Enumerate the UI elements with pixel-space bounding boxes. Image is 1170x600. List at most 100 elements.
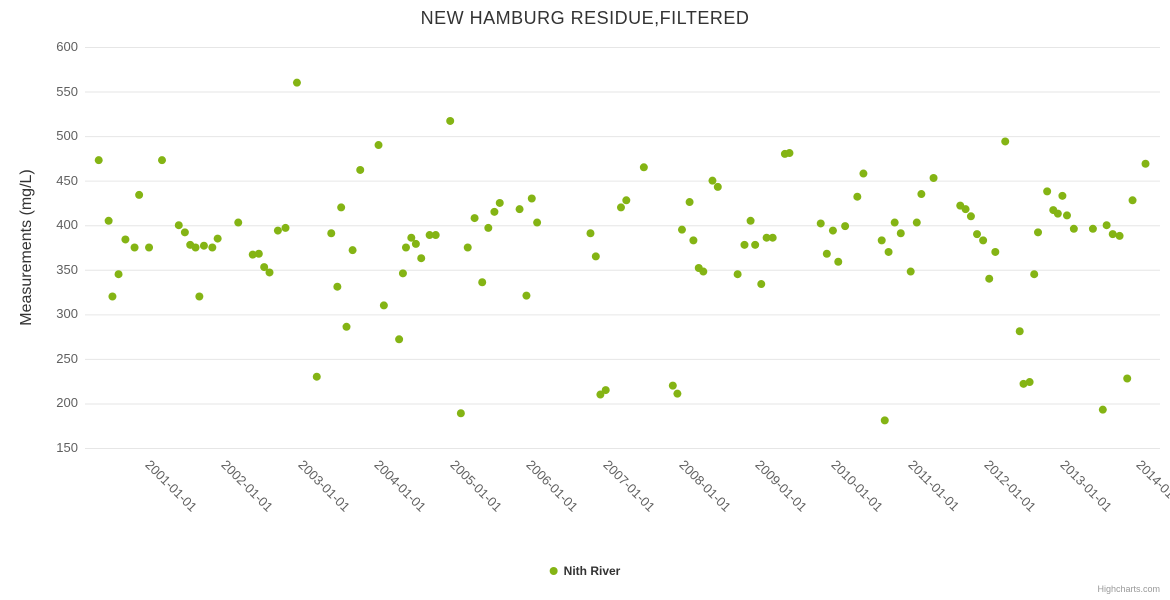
data-point[interactable] bbox=[522, 291, 531, 300]
data-point[interactable] bbox=[407, 233, 416, 242]
data-point[interactable] bbox=[281, 223, 290, 232]
data-point[interactable] bbox=[880, 416, 889, 425]
data-point[interactable] bbox=[762, 233, 771, 242]
data-point[interactable] bbox=[265, 268, 274, 277]
data-point[interactable] bbox=[596, 390, 605, 399]
data-point[interactable] bbox=[757, 280, 766, 289]
data-point[interactable] bbox=[746, 216, 755, 225]
data-point[interactable] bbox=[877, 236, 886, 245]
data-point[interactable] bbox=[985, 274, 994, 283]
data-point[interactable] bbox=[685, 198, 694, 207]
data-point[interactable] bbox=[1141, 159, 1150, 168]
data-point[interactable] bbox=[292, 78, 301, 87]
data-point[interactable] bbox=[114, 270, 123, 279]
data-point[interactable] bbox=[1001, 137, 1010, 146]
data-point[interactable] bbox=[979, 236, 988, 245]
data-point[interactable] bbox=[158, 156, 167, 165]
data-point[interactable] bbox=[1098, 405, 1107, 414]
data-point[interactable] bbox=[622, 196, 631, 205]
data-point[interactable] bbox=[816, 219, 825, 228]
data-point[interactable] bbox=[713, 182, 722, 191]
data-point[interactable] bbox=[834, 257, 843, 266]
data-point[interactable] bbox=[254, 249, 263, 258]
data-point[interactable] bbox=[601, 386, 610, 395]
data-point[interactable] bbox=[121, 235, 130, 244]
data-point[interactable] bbox=[929, 173, 938, 182]
data-point[interactable] bbox=[130, 243, 139, 252]
data-point[interactable] bbox=[616, 203, 625, 212]
data-point[interactable] bbox=[463, 243, 472, 252]
data-point[interactable] bbox=[1108, 230, 1117, 239]
data-point[interactable] bbox=[395, 335, 404, 344]
data-point[interactable] bbox=[906, 267, 915, 276]
data-point[interactable] bbox=[1034, 228, 1043, 237]
data-point[interactable] bbox=[425, 231, 434, 240]
data-point[interactable] bbox=[456, 409, 465, 418]
data-point[interactable] bbox=[234, 218, 243, 227]
data-point[interactable] bbox=[1123, 374, 1132, 383]
data-point[interactable] bbox=[484, 223, 493, 232]
data-point[interactable] bbox=[312, 372, 321, 381]
data-point[interactable] bbox=[751, 240, 760, 249]
data-point[interactable] bbox=[180, 228, 189, 237]
data-point[interactable] bbox=[208, 243, 217, 252]
data-point[interactable] bbox=[273, 226, 282, 235]
data-point[interactable] bbox=[1102, 221, 1111, 230]
legend-item-nith-river[interactable]: Nith River bbox=[549, 564, 620, 578]
data-point[interactable] bbox=[1015, 327, 1024, 336]
data-point[interactable] bbox=[961, 205, 970, 214]
data-point[interactable] bbox=[740, 240, 749, 249]
data-point[interactable] bbox=[446, 116, 455, 125]
data-point[interactable] bbox=[822, 249, 831, 258]
data-point[interactable] bbox=[785, 149, 794, 158]
data-point[interactable] bbox=[342, 322, 351, 331]
data-point[interactable] bbox=[135, 190, 144, 199]
data-point[interactable] bbox=[108, 292, 117, 301]
data-point[interactable] bbox=[490, 207, 499, 216]
data-point[interactable] bbox=[327, 229, 336, 238]
data-point[interactable] bbox=[470, 214, 479, 223]
data-point[interactable] bbox=[1062, 211, 1071, 220]
data-point[interactable] bbox=[828, 226, 837, 235]
data-point[interactable] bbox=[689, 236, 698, 245]
data-point[interactable] bbox=[515, 205, 524, 214]
data-point[interactable] bbox=[374, 141, 383, 150]
data-point[interactable] bbox=[533, 218, 542, 227]
data-point[interactable] bbox=[213, 234, 222, 243]
data-point[interactable] bbox=[639, 163, 648, 172]
data-point[interactable] bbox=[195, 292, 204, 301]
data-point[interactable] bbox=[401, 243, 410, 252]
data-point[interactable] bbox=[1088, 224, 1097, 233]
data-point[interactable] bbox=[733, 270, 742, 279]
data-point[interactable] bbox=[431, 231, 440, 240]
data-point[interactable] bbox=[379, 301, 388, 310]
data-point[interactable] bbox=[890, 218, 899, 227]
data-point[interactable] bbox=[248, 250, 257, 259]
data-point[interactable] bbox=[673, 389, 682, 398]
data-point[interactable] bbox=[417, 254, 426, 263]
data-point[interactable] bbox=[1069, 224, 1078, 233]
data-point[interactable] bbox=[191, 243, 200, 252]
data-point[interactable] bbox=[1053, 209, 1062, 218]
data-point[interactable] bbox=[1019, 379, 1028, 388]
data-point[interactable] bbox=[199, 241, 208, 250]
highcharts-credit-link[interactable]: Highcharts.com bbox=[1097, 584, 1160, 594]
data-point[interactable] bbox=[699, 267, 708, 276]
data-point[interactable] bbox=[260, 263, 269, 272]
data-point[interactable] bbox=[527, 194, 536, 203]
data-point[interactable] bbox=[668, 381, 677, 390]
data-point[interactable] bbox=[896, 229, 905, 238]
data-point[interactable] bbox=[841, 222, 850, 231]
data-point[interactable] bbox=[768, 233, 777, 242]
data-point[interactable] bbox=[1115, 231, 1124, 240]
data-point[interactable] bbox=[586, 229, 595, 238]
data-point[interactable] bbox=[411, 239, 420, 248]
data-point[interactable] bbox=[859, 169, 868, 178]
data-point[interactable] bbox=[853, 192, 862, 201]
data-point[interactable] bbox=[94, 156, 103, 165]
data-point[interactable] bbox=[1030, 270, 1039, 279]
data-point[interactable] bbox=[966, 212, 975, 221]
data-point[interactable] bbox=[337, 203, 346, 212]
data-point[interactable] bbox=[884, 247, 893, 256]
data-point[interactable] bbox=[104, 216, 113, 225]
